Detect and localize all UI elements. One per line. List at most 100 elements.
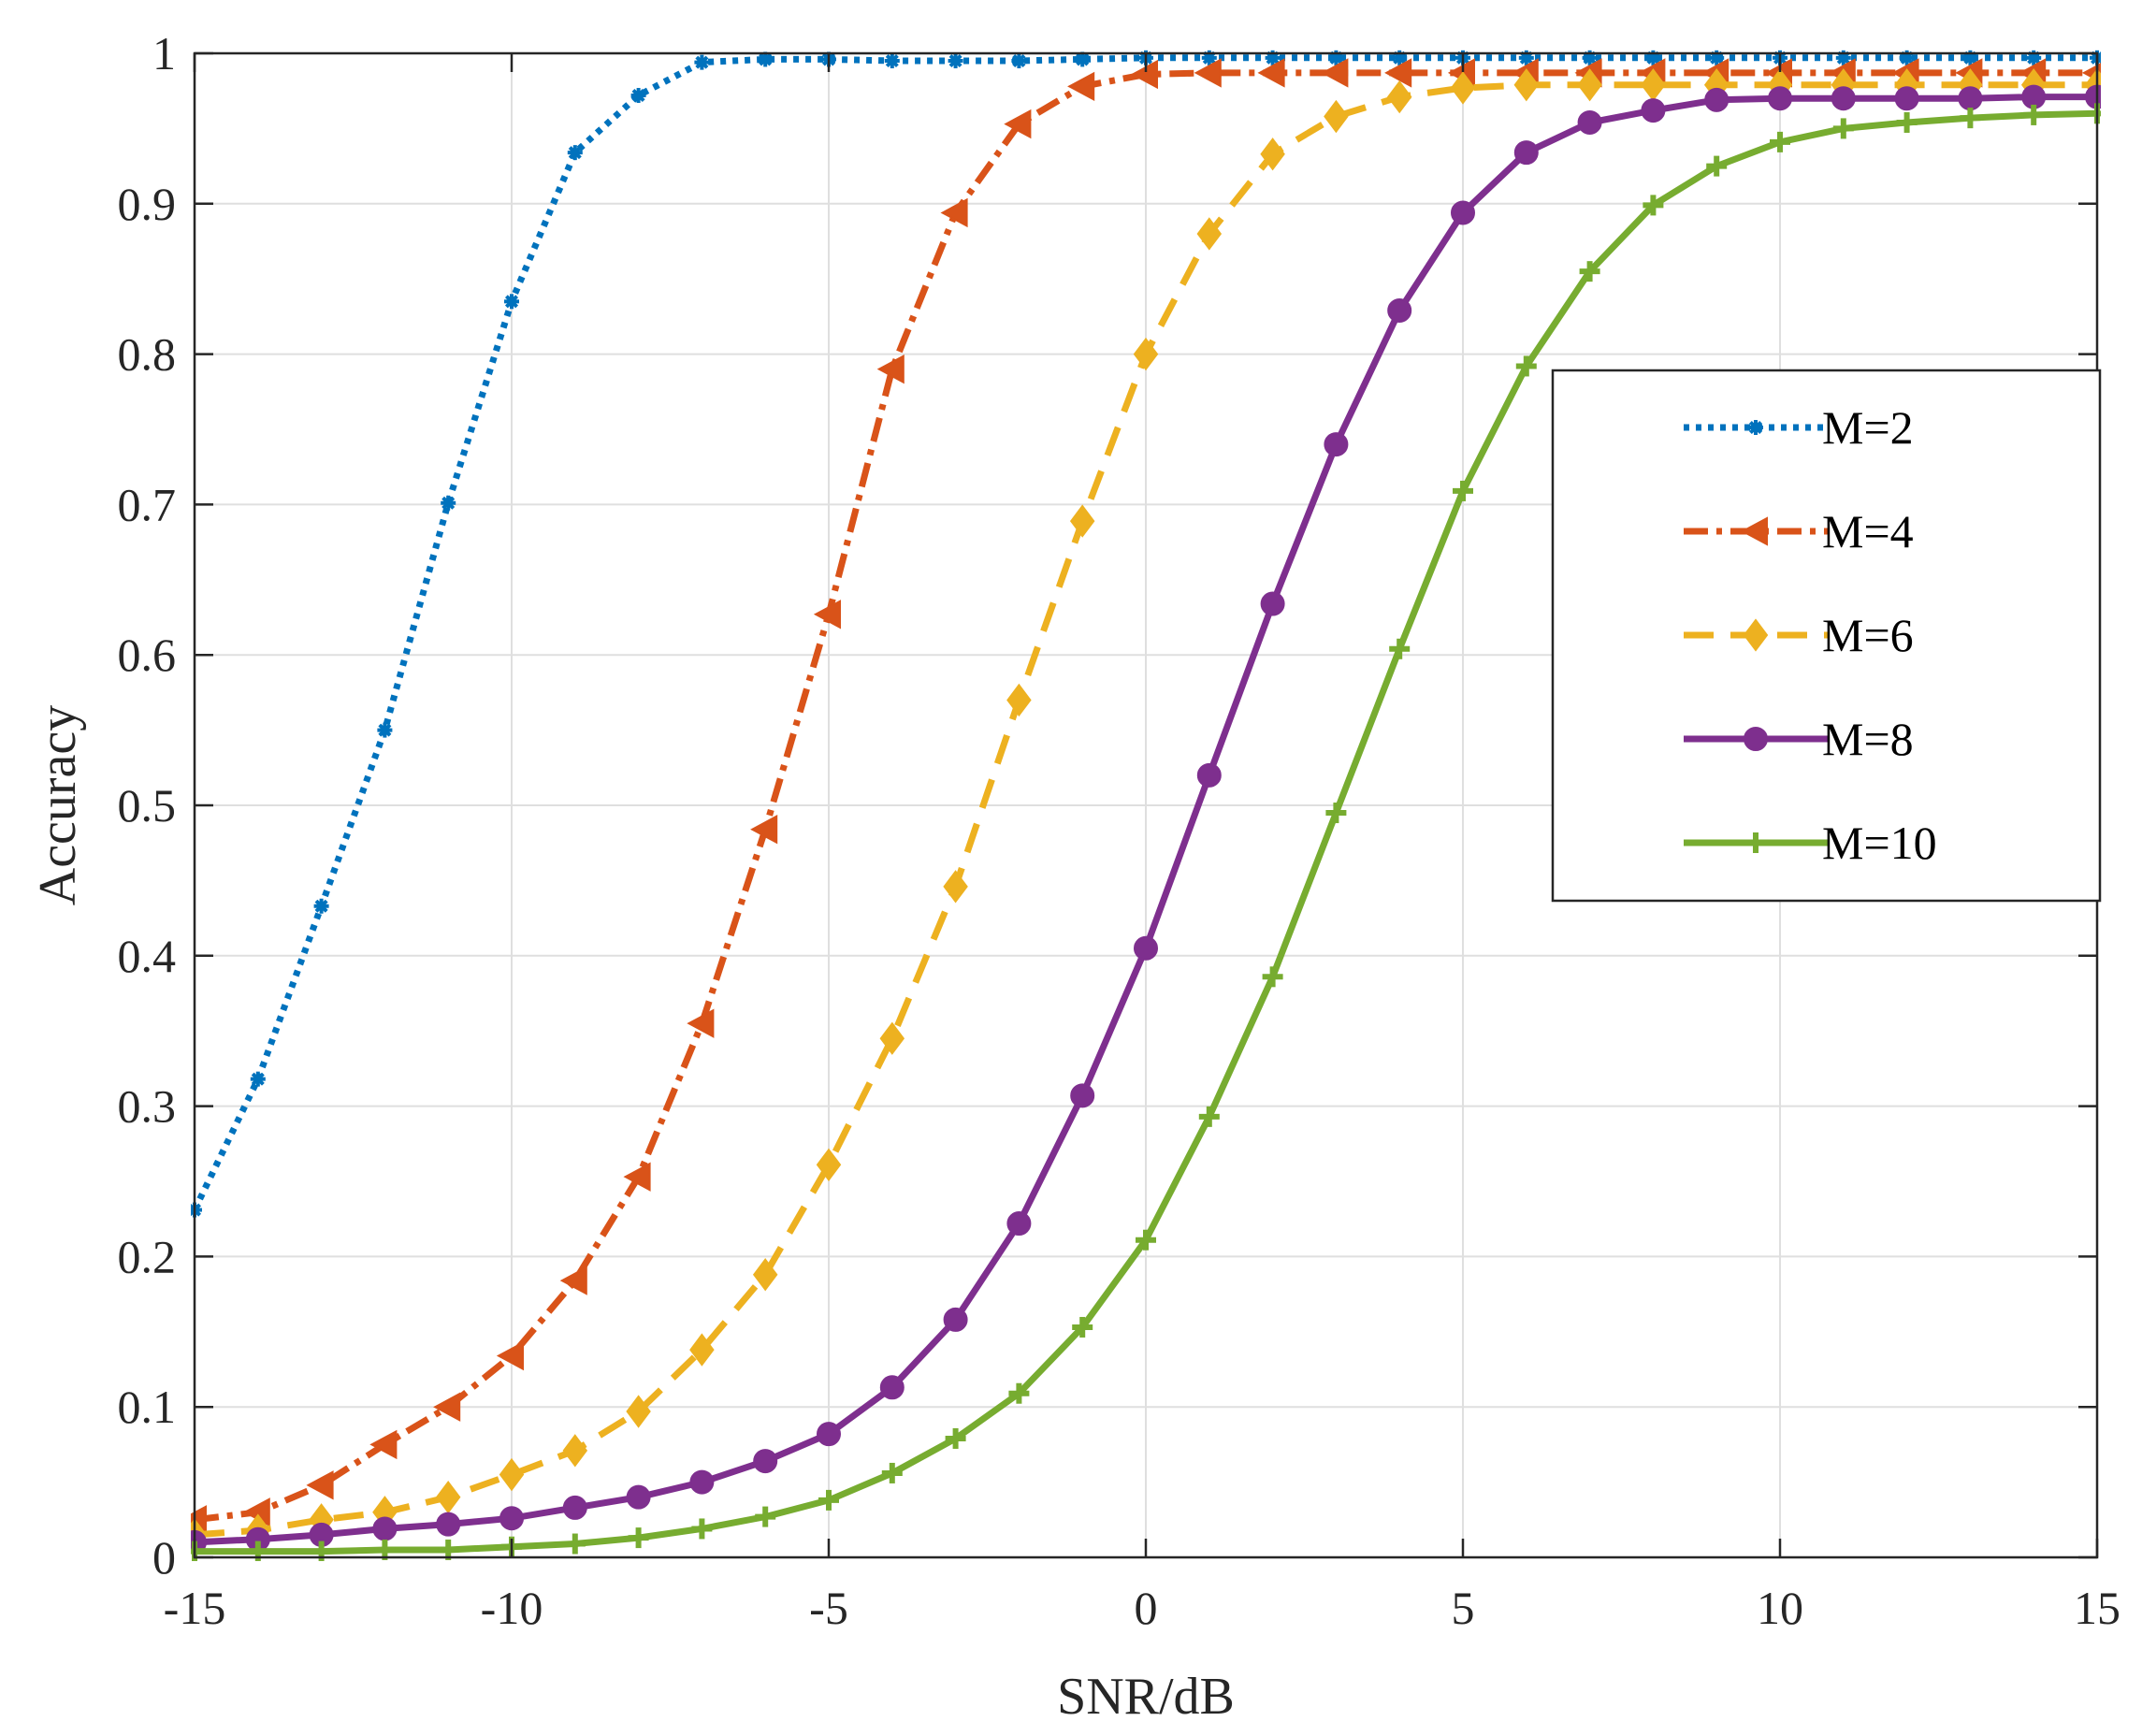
data-point-m-6 xyxy=(499,1457,525,1492)
legend-marker xyxy=(1740,516,1768,546)
data-point-m-4 xyxy=(369,1429,398,1460)
data-point-m-6 xyxy=(1133,337,1159,371)
data-point-m-8 xyxy=(1387,297,1412,323)
data-point-m-10 xyxy=(1389,638,1411,659)
data-point-m-8 xyxy=(1577,109,1602,135)
data-point-m-6 xyxy=(689,1333,715,1367)
data-point-m-6 xyxy=(1196,217,1223,251)
data-point-m-10 xyxy=(755,1506,776,1527)
legend-label: M=8 xyxy=(1822,713,1914,765)
data-point-m-4 xyxy=(813,600,841,629)
x-axis-title: SNR/dB xyxy=(1057,1668,1235,1726)
x-tick-labels: -15 -10 -5 0 5 10 15 xyxy=(164,1582,2120,1634)
data-point-m-2 xyxy=(313,898,329,914)
legend-item-m-8: M=8 xyxy=(1684,713,1914,765)
data-point-m-10 xyxy=(564,1533,586,1555)
data-point-m-10 xyxy=(1453,480,1473,501)
legend-item-m-2: M=2 xyxy=(1684,401,1914,454)
legend-label: M=4 xyxy=(1822,505,1914,557)
data-point-m-10 xyxy=(628,1527,649,1549)
data-point-m-10 xyxy=(1008,1382,1030,1404)
x-tick-label: 0 xyxy=(1135,1582,1158,1634)
legend-item-m-10: M=10 xyxy=(1684,817,1937,869)
data-point-m-10 xyxy=(1579,261,1600,282)
data-point-m-8 xyxy=(1006,1211,1032,1237)
data-point-m-4 xyxy=(687,1008,715,1038)
data-point-m-8 xyxy=(499,1506,524,1531)
data-point-m-6 xyxy=(1386,80,1412,114)
y-tick-label: 0.3 xyxy=(118,1080,177,1133)
data-point-m-10 xyxy=(1960,108,1981,129)
data-point-m-8 xyxy=(1260,591,1285,616)
data-point-m-8 xyxy=(626,1484,651,1510)
data-point-m-10 xyxy=(1770,131,1790,152)
data-point-m-2 xyxy=(1011,53,1027,69)
legend-marker xyxy=(1743,618,1769,652)
y-tick-labels: 0 0.1 0.2 0.3 0.4 0.5 0.6 0.7 0.8 0.9 1 xyxy=(118,27,177,1584)
data-point-m-8 xyxy=(1958,86,1983,111)
data-point-m-10 xyxy=(1832,118,1854,139)
data-point-m-6 xyxy=(943,870,968,904)
data-point-m-8 xyxy=(817,1422,841,1447)
data-point-m-2 xyxy=(694,54,710,70)
data-point-m-4 xyxy=(750,815,778,845)
x-tick-label: 5 xyxy=(1452,1582,1475,1634)
data-point-m-2 xyxy=(630,88,646,104)
data-point-m-8 xyxy=(1324,432,1349,457)
legend: M=2 M=4 M=6 M=8 M=10 xyxy=(1551,369,2102,903)
data-point-m-10 xyxy=(1325,803,1347,824)
data-point-m-8 xyxy=(1070,1083,1095,1108)
data-point-m-4 xyxy=(940,197,968,228)
data-point-m-6 xyxy=(879,1021,905,1055)
data-point-m-4 xyxy=(1194,58,1222,88)
data-point-m-8 xyxy=(1196,762,1222,788)
data-point-m-4 xyxy=(1257,58,1285,88)
y-tick-label: 0.8 xyxy=(118,328,177,381)
data-point-m-10 xyxy=(1643,195,1664,216)
data-point-m-4 xyxy=(559,1266,587,1295)
data-point-m-2 xyxy=(884,53,900,69)
data-point-m-10 xyxy=(818,1489,839,1511)
data-point-m-8 xyxy=(1768,86,1792,111)
data-point-m-2 xyxy=(948,53,963,69)
data-point-m-8 xyxy=(943,1307,968,1332)
data-point-m-2 xyxy=(758,51,774,67)
data-point-m-2 xyxy=(377,722,393,738)
data-point-m-8 xyxy=(562,1495,587,1520)
y-tick-label: 0.6 xyxy=(118,629,177,681)
data-point-m-6 xyxy=(1513,68,1540,102)
data-point-m-10 xyxy=(881,1462,903,1483)
data-point-m-8 xyxy=(1704,87,1730,112)
data-point-m-4 xyxy=(1384,58,1412,88)
data-point-m-8 xyxy=(1134,935,1158,961)
x-tick-label: -10 xyxy=(481,1582,543,1634)
data-point-m-10 xyxy=(1072,1316,1093,1338)
legend-label: M=2 xyxy=(1822,401,1914,454)
data-point-m-10 xyxy=(1896,111,1918,133)
x-tick-label: -15 xyxy=(164,1582,226,1634)
data-point-m-4 xyxy=(433,1392,461,1422)
data-point-m-10 xyxy=(1515,355,1537,377)
data-point-m-4 xyxy=(1067,71,1095,102)
x-tick-label: -5 xyxy=(809,1582,848,1634)
y-tick-label: 0.1 xyxy=(118,1381,177,1433)
data-point-m-8 xyxy=(879,1375,905,1400)
legend-item-m-6: M=6 xyxy=(1684,609,1914,661)
data-point-m-10 xyxy=(945,1427,966,1449)
y-tick-label: 0.2 xyxy=(118,1230,177,1282)
data-point-m-8 xyxy=(1831,86,1856,111)
legend-item-m-4: M=4 xyxy=(1684,505,1914,557)
legend-marker xyxy=(1745,832,1766,853)
data-point-m-8 xyxy=(1451,200,1475,225)
data-point-m-6 xyxy=(1324,99,1349,134)
data-point-m-10 xyxy=(1262,966,1283,988)
data-point-m-2 xyxy=(567,145,583,161)
data-point-m-4 xyxy=(623,1162,651,1192)
data-point-m-6 xyxy=(1450,71,1476,105)
data-point-m-8 xyxy=(1641,98,1666,123)
data-point-m-8 xyxy=(753,1449,778,1474)
x-tick-label: 15 xyxy=(2074,1582,2120,1634)
y-tick-label: 0.7 xyxy=(118,478,177,530)
data-point-m-8 xyxy=(372,1516,398,1541)
